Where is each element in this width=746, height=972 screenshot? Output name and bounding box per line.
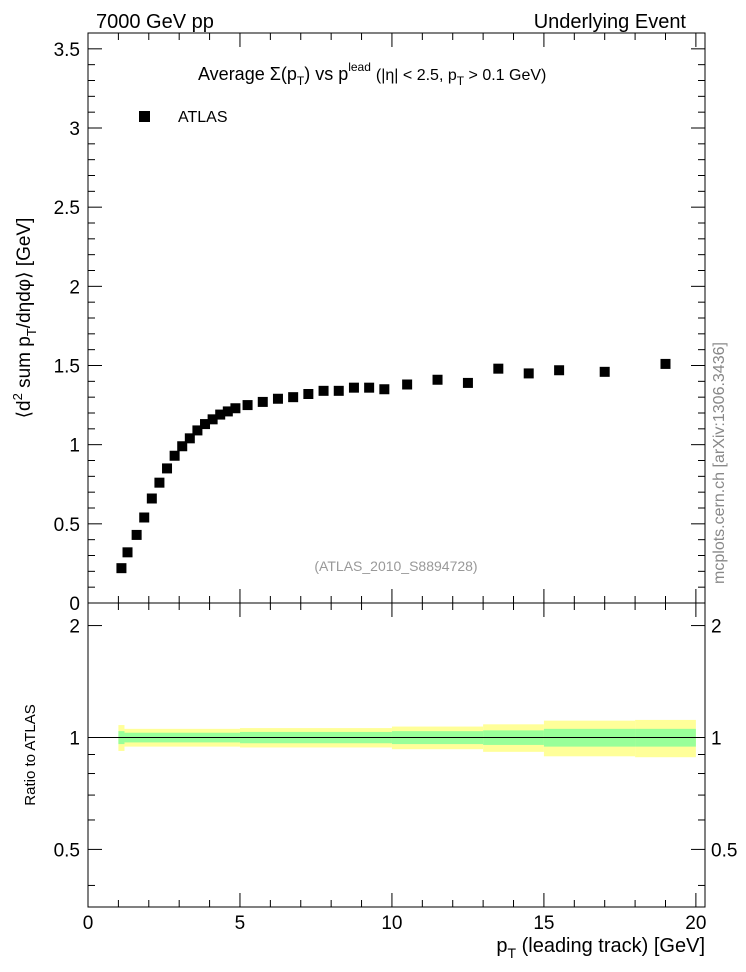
side-watermark-label: mcplots.cern.ch [arXiv:1306.3436] [711, 342, 728, 584]
atlas-data-point [215, 409, 226, 420]
atlas-data-point [402, 379, 413, 390]
atlas-data-point [177, 441, 188, 452]
analysis-tag: (ATLAS_2010_S8894728) [314, 558, 477, 574]
atlas-data-point [200, 419, 211, 430]
atlas-data-point [169, 450, 180, 461]
main-y-tick-label: 3 [69, 119, 80, 140]
ratio-y-tick-label-right: 1 [711, 728, 722, 749]
atlas-data-point [184, 433, 195, 444]
legend-marker-atlas [139, 111, 150, 122]
header-energy-label: 7000 GeV pp [96, 11, 214, 33]
ratio-y-tick-label-right: 2 [711, 617, 722, 638]
main-y-tick-label: 1 [69, 436, 80, 457]
atlas-data-point [131, 529, 142, 540]
x-tick-label: 0 [83, 913, 94, 934]
atlas-data-point [192, 425, 203, 436]
x-tick-label: 10 [381, 913, 402, 934]
ratio-x-axis-ticks: 0 5 10 15 20 [83, 603, 706, 934]
atlas-data-point [272, 393, 283, 404]
ratio-uncertainty-bands [118, 719, 696, 758]
atlas-data-point [348, 382, 359, 393]
main-y-axis-ticks: 0 0.5 1 1.5 2 2.5 3 3.5 [54, 40, 705, 615]
atlas-data-point [554, 365, 565, 376]
atlas-data-point [288, 392, 299, 403]
atlas-data-point [379, 384, 390, 395]
atlas-data-point [154, 477, 165, 488]
ratio-y-axis-label: Ratio to ATLAS [22, 704, 39, 805]
main-x-axis-ticks [87, 33, 697, 603]
x-tick-label: 5 [235, 913, 246, 934]
ratio-y-tick-label-right: 0.5 [711, 840, 737, 861]
atlas-data-point [146, 493, 157, 504]
main-y-tick-label: 0.5 [54, 515, 80, 536]
atlas-data-point [207, 414, 218, 425]
atlas-data-point [333, 385, 344, 396]
atlas-data-point [462, 377, 473, 388]
atlas-data-point [303, 389, 314, 399]
main-y-tick-label: 0 [69, 594, 80, 615]
main-y-tick-label: 1.5 [54, 357, 80, 378]
atlas-data-point [660, 358, 671, 369]
main-plot-title: Average Σ(pT) vs plead (|η| < 2.5, pT > … [198, 60, 546, 88]
ratio-y-tick-label-left: 2 [69, 617, 80, 638]
atlas-data-point [122, 547, 133, 558]
atlas-data-point [139, 512, 150, 523]
ratio-y-tick-label-left: 0.5 [54, 840, 80, 861]
main-y-tick-label: 2 [69, 277, 80, 298]
atlas-data-point [599, 366, 610, 377]
atlas-data-point [493, 363, 504, 374]
atlas-data-point [162, 463, 173, 474]
header-process-label: Underlying Event [534, 11, 687, 33]
atlas-data-point [432, 374, 443, 385]
ratio-y-tick-label-left: 1 [69, 728, 80, 749]
atlas-data-point [222, 406, 233, 417]
x-tick-label: 15 [533, 913, 554, 934]
main-y-axis-label: ⟨d2 sum pT/dηdφ⟩ [GeV] [10, 218, 39, 419]
x-axis-label: pT (leading track) [GeV] [496, 935, 705, 961]
atlas-data-point [523, 368, 534, 379]
main-y-tick-label: 3.5 [54, 40, 80, 61]
atlas-data-point [242, 400, 253, 411]
legend-label-atlas: ATLAS [178, 109, 228, 126]
atlas-data-point [257, 396, 268, 407]
atlas-data-point [230, 403, 241, 414]
main-y-tick-label: 2.5 [54, 198, 80, 219]
atlas-data-point [318, 385, 329, 396]
atlas-data-points [116, 358, 671, 574]
atlas-data-point [116, 563, 127, 574]
x-tick-label: 20 [685, 913, 706, 934]
ratio-y-axis-ticks: 0.5 0.5 1 1 2 2 [54, 617, 737, 886]
atlas-data-point [364, 382, 375, 393]
